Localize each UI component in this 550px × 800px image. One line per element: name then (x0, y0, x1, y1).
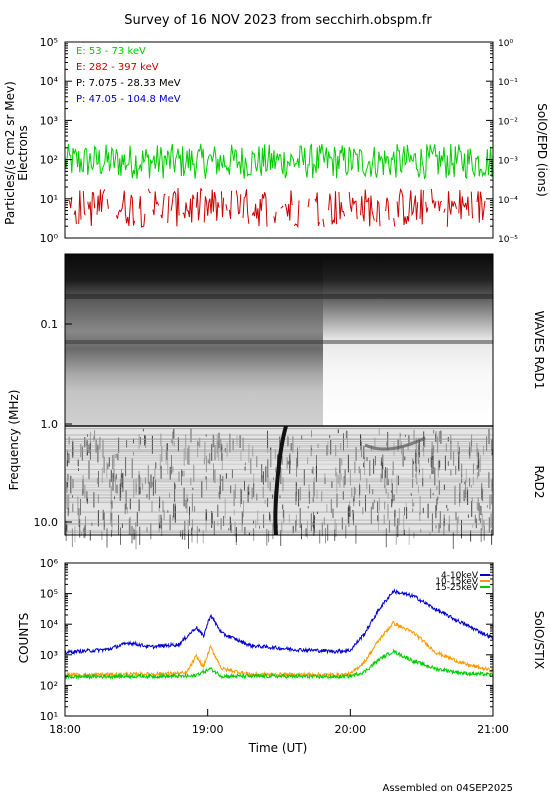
epd-plot-frame (64, 41, 494, 239)
waves-y-tick-label: 0.1 (41, 318, 59, 331)
epd-y-axis-label: Particles/(s cm2 sr Mev) (3, 81, 17, 225)
waves-y-ticks: 0.1 1.0 10.0 (34, 318, 72, 529)
figure-title: Survey of 16 NOV 2023 from secchirh.obsp… (124, 13, 432, 28)
epd-legend-entry: E: 53 - 73 keV (76, 46, 146, 57)
stix-y-tick-label: 10¹ (40, 710, 58, 723)
stix-y-axis-label: COUNTS (17, 613, 31, 664)
epd-y2-tick-label: 10⁻⁴ (498, 196, 518, 206)
x-tick-label: 19:00 (192, 723, 224, 736)
rad1-stripe (65, 340, 493, 344)
waves-right-label-rad1: WAVES RAD1 (532, 311, 546, 390)
stix-y-tick-label: 10⁵ (40, 588, 58, 601)
epd-y-tick-label: 10² (40, 154, 58, 167)
epd-series-group (65, 143, 493, 229)
epd-series-line (67, 187, 486, 229)
stix-series-group (65, 588, 493, 680)
stix-legend-entry: 4-10keV (441, 571, 479, 581)
waves-panel: 0.1 1.0 10.0 Frequency (MHz) WAVES RAD1 … (7, 253, 546, 550)
stix-y-tick-label: 10² (40, 679, 58, 692)
epd-y2-tick-label: 10⁻¹ (498, 78, 518, 88)
stix-y-tick-label: 10³ (40, 649, 58, 662)
epd-legend: E: 53 - 73 keV E: 282 - 397 keV P: 7.075… (76, 46, 181, 105)
epd-legend-entry: P: 7.075 - 28.33 MeV (76, 78, 181, 89)
epd-y-tick-label: 10⁰ (40, 232, 59, 245)
stix-series-line (65, 648, 493, 680)
waves-y-axis-label: Frequency (MHz) (7, 390, 21, 491)
waves-right-label-rad2: RAD2 (532, 466, 546, 499)
stix-right-label: SolO/STIX (532, 611, 546, 670)
footer-assembled: Assembled on 04SEP2025 (383, 783, 513, 794)
stix-plot-frame (64, 562, 494, 717)
x-tick-label: 20:00 (334, 723, 366, 736)
waves-plot-frame (64, 253, 494, 536)
stix-legend-entry: 15-25keV (435, 583, 479, 593)
epd-y-axis-label-2: Electrons (16, 125, 30, 180)
epd-legend-entry: P: 47.05 - 104.8 MeV (76, 94, 181, 105)
stix-series-line (65, 588, 493, 656)
epd-series-line (65, 143, 493, 180)
weak-burst (364, 436, 426, 451)
type-iii-burst (273, 425, 288, 536)
epd-y-ticks: 10⁰ 10¹ 10² 10³ 10⁴ 10⁵ (40, 36, 493, 245)
epd-y2-tick-label: 10⁻² (498, 117, 518, 127)
epd-right-label: SolO/EPD (ions) (535, 103, 549, 197)
waves-y-tick-label: 10.0 (34, 516, 59, 529)
stix-y-tick-label: 10⁶ (40, 557, 59, 570)
epd-y2-tick-label: 10⁻⁵ (498, 235, 518, 245)
stix-series-line (65, 621, 493, 679)
epd-y-tick-label: 10³ (40, 114, 58, 127)
waves-y-tick-label: 1.0 (41, 418, 59, 431)
stix-y-tick-label: 10⁴ (40, 618, 59, 631)
epd-y2-tick-label: 10⁻³ (498, 157, 518, 167)
x-axis-label: Time (UT) (248, 741, 308, 755)
stix-x-ticks: 18:00 19:00 20:00 21:00 (49, 709, 509, 736)
rad1-stripe (65, 294, 493, 299)
stix-legend-entry: 10-15keV (435, 577, 479, 587)
x-tick-label: 21:00 (477, 723, 509, 736)
epd-y-tick-label: 10⁵ (40, 36, 58, 49)
epd-y-tick-label: 10¹ (40, 193, 58, 206)
x-tick-label: 18:00 (49, 723, 81, 736)
epd-legend-entry: E: 282 - 397 keV (76, 62, 159, 73)
stix-y-ticks: 10¹ 10² 10³ 10⁴ 10⁵ 10⁶ (40, 557, 493, 723)
epd-y2-tick-label: 10⁰ (498, 39, 513, 49)
epd-y-tick-label: 10⁴ (40, 75, 59, 88)
epd-y2-ticks: 10⁻⁵ 10⁻⁴ 10⁻³ 10⁻² 10⁻¹ 10⁰ (498, 39, 518, 245)
stix-legend: 4-10keV 10-15keV 15-25keV (435, 571, 490, 593)
